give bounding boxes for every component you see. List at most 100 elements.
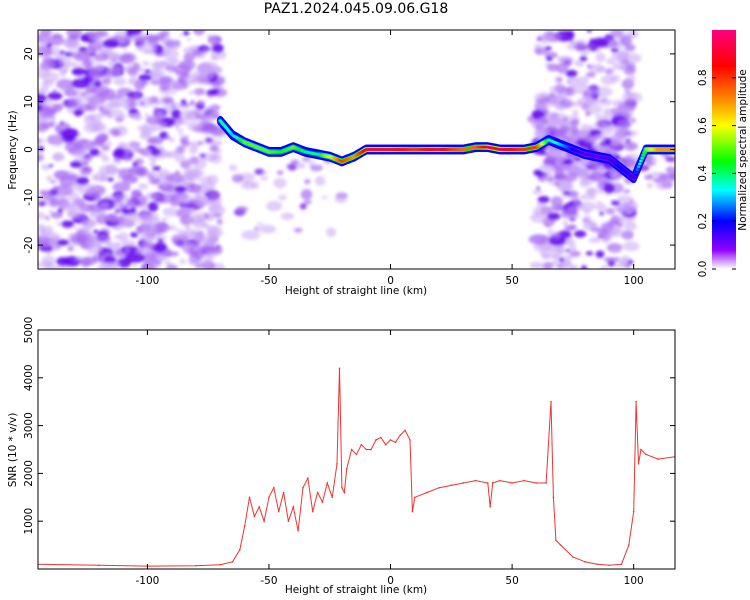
- snr-point: [645, 453, 647, 456]
- snr-point: [489, 506, 492, 508]
- snr-point: [545, 482, 547, 484]
- figure-title: PAZ1.2024.045.09.06.G18: [263, 1, 449, 17]
- snr-xtick-label: 0: [387, 575, 394, 587]
- snr-point: [326, 482, 329, 484]
- snr-point: [292, 506, 295, 508]
- snr-point: [273, 486, 275, 489]
- snr-point: [552, 496, 555, 499]
- snr-point: [426, 491, 428, 494]
- snr-point: [336, 463, 338, 465]
- snr-point: [341, 486, 343, 489]
- spectrogram-ytick-label: -20: [23, 237, 35, 254]
- spectrogram-xtick-label: -100: [135, 275, 159, 287]
- snr-point: [438, 486, 440, 489]
- snr-ytick-label: 3000: [23, 412, 35, 439]
- spectrogram-noise: [38, 30, 675, 269]
- snr-point: [253, 515, 256, 518]
- snr-xtick-label: 100: [624, 575, 644, 587]
- snr-point: [297, 529, 299, 532]
- snr-xlabel: Height of straight line (km): [285, 584, 427, 596]
- snr-point: [637, 463, 640, 465]
- spectrogram-ytick-label: 0: [23, 146, 35, 153]
- snr-ylabel: SNR (10 * v/v): [7, 413, 19, 488]
- snr-frame: [37, 329, 676, 570]
- snr-xtick-label: -50: [260, 575, 277, 587]
- spectrogram-ylabel: Frequency (Hz): [7, 110, 19, 189]
- ridge-core: [640, 156, 644, 160]
- colorbar-gradient: [712, 30, 736, 269]
- spectrogram-xlabel: Height of straight line (km): [285, 285, 427, 297]
- ridge-core: [636, 165, 641, 169]
- snr-point: [399, 434, 402, 436]
- snr-point: [572, 556, 574, 558]
- snr-point: [282, 491, 285, 494]
- snr-point: [555, 539, 557, 542]
- snr-point: [277, 510, 280, 513]
- snr-ytick-label: 1000: [23, 508, 35, 535]
- ridge-core: [642, 150, 647, 154]
- snr-point: [345, 467, 348, 470]
- snr-point: [499, 479, 501, 482]
- snr-point: [350, 448, 353, 451]
- snr-point: [596, 563, 598, 566]
- snr-point: [462, 482, 465, 484]
- spectrogram-ridge: [216, 115, 675, 184]
- snr-point: [258, 506, 261, 508]
- snr-point: [97, 564, 100, 566]
- snr-point: [635, 400, 637, 403]
- snr-xtick-label: 50: [505, 575, 518, 587]
- snr-point: [491, 482, 494, 484]
- snr-ytick-label: 4000: [23, 364, 35, 391]
- snr-point: [321, 501, 324, 503]
- snr-point: [263, 520, 265, 522]
- snr-point: [231, 561, 234, 563]
- snr-point: [219, 563, 222, 566]
- snr-point: [302, 486, 304, 489]
- ridge-core: [635, 168, 640, 171]
- snr-point: [550, 400, 552, 403]
- snr-point: [657, 458, 659, 460]
- snr-point: [248, 496, 251, 499]
- snr-point: [338, 367, 341, 370]
- spectrogram-xtick-label: 0: [387, 275, 394, 287]
- colorbar-label: Normalized spectral amplitude: [737, 69, 749, 230]
- snr-point: [307, 477, 309, 479]
- colorbar-tick-label: 0.8: [697, 69, 709, 86]
- snr-point: [238, 549, 241, 551]
- snr-ytick-label: 2000: [23, 460, 35, 487]
- snr-point: [584, 561, 586, 563]
- ridge-core: [634, 171, 638, 174]
- snr-point: [195, 564, 197, 567]
- snr-point: [632, 510, 635, 513]
- snr-line: [38, 368, 675, 567]
- snr-point: [486, 482, 489, 484]
- snr-point: [414, 496, 416, 499]
- snr-point: [389, 439, 392, 441]
- snr-point: [370, 448, 372, 451]
- snr-point: [450, 484, 453, 487]
- colorbar-tick-label: 0.6: [697, 117, 709, 134]
- snr-point: [360, 443, 363, 446]
- snr-point: [511, 482, 513, 484]
- ridge-core: [631, 176, 636, 180]
- snr-point: [474, 479, 477, 482]
- spectrogram-ytick-label: 20: [23, 47, 35, 60]
- snr-point: [620, 563, 623, 566]
- ridge-core: [633, 173, 637, 177]
- ridge-core: [639, 159, 643, 163]
- snr-point: [411, 510, 414, 513]
- colorbar-tick-label: 0.4: [697, 165, 709, 182]
- snr-point: [287, 520, 290, 522]
- snr-xtick-label: -100: [135, 575, 159, 587]
- colorbar-tick-label: 0.2: [697, 213, 709, 230]
- snr-point: [365, 448, 368, 451]
- snr-point: [559, 544, 562, 546]
- snr-point: [535, 482, 538, 484]
- snr-series-group: [38, 367, 675, 567]
- snr-point: [380, 436, 382, 439]
- snr-point: [243, 525, 246, 527]
- snr-point: [268, 496, 270, 499]
